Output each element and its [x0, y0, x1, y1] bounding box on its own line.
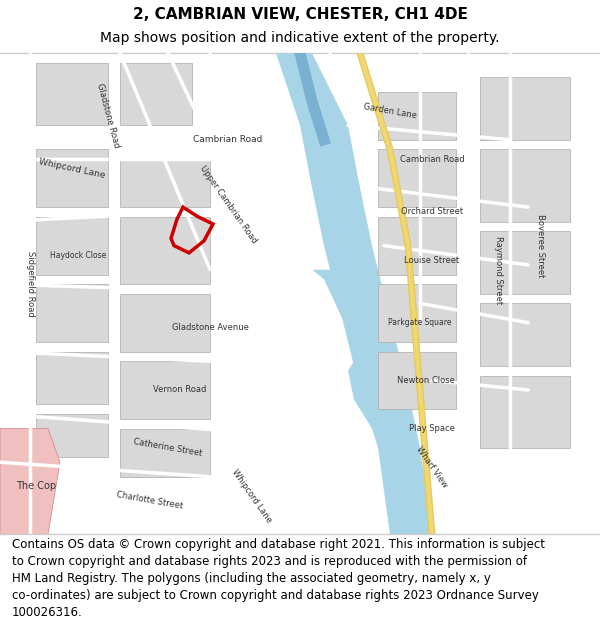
Polygon shape — [378, 351, 456, 409]
Text: Play Space: Play Space — [409, 424, 455, 433]
Polygon shape — [378, 217, 456, 274]
Polygon shape — [36, 284, 108, 342]
Polygon shape — [330, 188, 366, 246]
Text: Whipcord Lane: Whipcord Lane — [230, 468, 274, 524]
Text: Garden Lane: Garden Lane — [362, 102, 418, 120]
Polygon shape — [120, 429, 210, 477]
Text: Raymond Street: Raymond Street — [493, 236, 503, 304]
Polygon shape — [480, 376, 570, 448]
Polygon shape — [480, 149, 570, 221]
Text: Map shows position and indicative extent of the property.: Map shows position and indicative extent… — [100, 31, 500, 45]
Text: Newton Close: Newton Close — [397, 376, 455, 385]
Polygon shape — [480, 231, 570, 294]
Text: Sidgefield Road: Sidgefield Road — [25, 251, 35, 317]
Polygon shape — [276, 53, 432, 534]
Polygon shape — [120, 217, 210, 284]
Text: Contains OS data © Crown copyright and database right 2021. This information is : Contains OS data © Crown copyright and d… — [12, 538, 545, 619]
Text: Wharf View: Wharf View — [415, 445, 449, 489]
Polygon shape — [36, 149, 108, 207]
Text: 2, CAMBRIAN VIEW, CHESTER, CH1 4DE: 2, CAMBRIAN VIEW, CHESTER, CH1 4DE — [133, 8, 467, 22]
Polygon shape — [36, 62, 108, 125]
Text: Louise Street: Louise Street — [404, 256, 460, 264]
Polygon shape — [120, 294, 210, 351]
Text: Orchard Street: Orchard Street — [401, 208, 463, 216]
Text: Upper Cambrian Road: Upper Cambrian Road — [197, 164, 259, 246]
Text: Cambrian Road: Cambrian Road — [400, 154, 464, 164]
Text: Gladstone Road: Gladstone Road — [95, 82, 121, 149]
Polygon shape — [378, 149, 456, 207]
Text: Cambrian Road: Cambrian Road — [193, 135, 263, 144]
Text: Gladstone Avenue: Gladstone Avenue — [172, 323, 248, 332]
Text: Charlotte Street: Charlotte Street — [116, 491, 184, 511]
Polygon shape — [120, 62, 192, 125]
Text: Whipcord Lane: Whipcord Lane — [38, 158, 106, 180]
Polygon shape — [36, 351, 108, 404]
Polygon shape — [36, 414, 108, 458]
Polygon shape — [480, 77, 570, 140]
Polygon shape — [120, 159, 210, 207]
Polygon shape — [312, 270, 420, 534]
Text: The Cop: The Cop — [16, 481, 56, 491]
Polygon shape — [378, 284, 456, 342]
Text: Haydock Close: Haydock Close — [50, 251, 106, 260]
Polygon shape — [0, 429, 60, 534]
Text: Boveree Street: Boveree Street — [536, 214, 545, 278]
Polygon shape — [348, 351, 408, 438]
Polygon shape — [378, 92, 456, 140]
Polygon shape — [36, 217, 108, 274]
Polygon shape — [120, 361, 210, 419]
Text: Catherine Street: Catherine Street — [133, 438, 203, 458]
Polygon shape — [480, 303, 570, 366]
Text: Parkgate Square: Parkgate Square — [388, 318, 452, 327]
Text: Vernon Road: Vernon Road — [154, 386, 206, 394]
